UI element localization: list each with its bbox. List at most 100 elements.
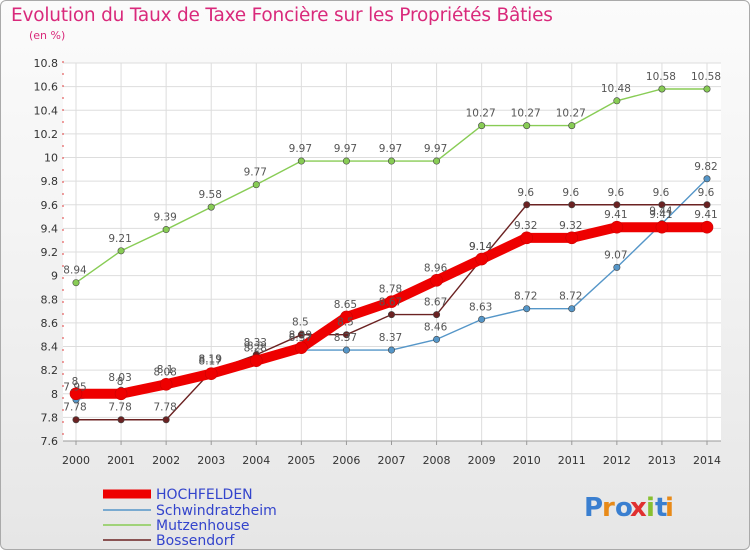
data-label-mutzenhouse: 10.58 [646,71,676,83]
data-point-mutzenhouse [342,157,350,165]
data-point-bossendorf [342,331,350,339]
x-tick-label: 2014 [693,454,721,467]
y-tick-label: 10.6 [34,81,59,94]
data-point-schwindratzheim [568,305,576,313]
x-tick-label: 2008 [423,454,451,467]
data-point-schwindratzheim [613,263,621,271]
data-point-schwindratzheim [433,335,441,343]
x-tick-label: 2010 [513,454,541,467]
logo-letter: o [615,493,633,523]
data-label-schwindratzheim: 8.19 [199,353,222,365]
data-point-hochfelden [295,341,308,354]
y-tick-label: 9.8 [41,175,59,188]
legend-label-hochfelden: HOCHFELDEN [156,487,253,503]
x-tick-label: 2000 [62,454,90,467]
data-label-schwindratzheim: 7.95 [63,382,86,394]
data-label-mutzenhouse: 9.97 [424,143,447,155]
data-label-bossendorf: 8.67 [424,297,447,309]
x-tick-label: 2009 [468,454,496,467]
data-label-schwindratzheim: 8.72 [559,291,582,303]
legend: HOCHFELDENSchwindratzheimMutzenhouseBoss… [103,487,277,549]
data-label-bossendorf: 8.67 [379,297,402,309]
logo-letter: t [655,493,667,523]
y-tick-label: 8.4 [41,341,59,354]
data-label-hochfelden: 8.08 [153,366,176,378]
data-label-mutzenhouse: 10.48 [601,83,631,95]
x-tick-label: 2006 [332,454,360,467]
data-label-hochfelden: 8.78 [379,284,402,296]
data-point-bossendorf [117,416,125,424]
data-point-hochfelden [340,310,353,324]
y-tick-label: 10.4 [34,104,59,117]
data-label-bossendorf: 9.6 [562,187,579,199]
data-label-mutzenhouse: 8.94 [63,265,87,277]
data-point-bossendorf [613,201,621,209]
data-point-hochfelden [159,377,173,391]
data-label-hochfelden: 8.65 [334,299,357,311]
data-point-bossendorf [568,201,576,209]
y-tick-label: 7.6 [41,435,59,448]
data-label-mutzenhouse: 9.39 [153,212,176,224]
data-point-bossendorf [523,201,531,209]
y-tick-label: 9.6 [41,199,59,212]
data-labels: 8 8 8.08 8.17 8.28 8.39 8.65 8.78 8.96 9.14 9.32 9.… [63,71,721,414]
data-point-schwindratzheim [387,346,395,354]
logo-letter: i [646,493,655,523]
data-point-bossendorf [72,416,80,424]
data-label-hochfelden: 9.41 [649,209,672,221]
data-label-schwindratzheim: 8.1 [157,364,174,376]
data-point-mutzenhouse [433,157,441,165]
data-label-bossendorf: 7.78 [153,402,176,414]
data-point-hochfelden [204,367,218,380]
data-label-mutzenhouse: 9.97 [289,143,312,155]
x-tick-label: 2004 [242,454,270,467]
data-label-schwindratzheim: 8.63 [469,301,492,313]
data-point-bossendorf [703,201,711,209]
logo-letter: P [584,493,603,523]
data-label-schwindratzheim: 8.37 [289,332,312,344]
data-label-schwindratzheim: 8.37 [334,332,357,344]
data-label-hochfelden: 8.17 [199,356,222,368]
y-tick-label: 8.6 [41,317,59,330]
data-label-mutzenhouse: 9.21 [108,233,131,245]
data-label-mutzenhouse: 9.97 [379,143,402,155]
chart-title: Evolution du Taux de Taxe Foncière sur l… [11,5,553,26]
y-tick-label: 10.2 [34,128,59,141]
data-label-hochfelden: 8 [72,376,79,388]
data-label-schwindratzheim: 8.37 [379,332,402,344]
data-label-schwindratzheim: 8.03 [108,372,131,384]
legend-label-schwindratzheim: Schwindratzheim [156,503,277,519]
data-point-bossendorf [387,311,395,319]
x-tick-label: 2001 [107,454,135,467]
data-label-schwindratzheim: 9.07 [604,249,627,261]
x-tick-label: 2007 [378,454,406,467]
data-label-schwindratzheim: 8.3 [247,340,264,352]
data-label-mutzenhouse: 9.77 [244,167,267,179]
data-point-mutzenhouse [523,122,531,130]
data-label-schwindratzheim: 8.46 [424,321,448,333]
data-point-hochfelden [430,274,443,287]
data-point-hochfelden [700,220,714,234]
logo-letter: x [630,493,647,523]
y-tick-label: 7.8 [41,411,59,424]
data-label-bossendorf: 8.5 [337,317,354,329]
data-label-bossendorf: 7.78 [63,402,86,414]
y-unit-label: (en %) [29,29,66,42]
axes: 7.6 7.8 8 8.2 8.4 8.6 8.8 9 9.2 9.4 9.6 9.8 10 10.2 10… [34,57,721,467]
logo-letter: r [602,493,615,523]
legend-label-mutzenhouse: Mutzenhouse [156,518,250,534]
data-label-hochfelden: 8 [117,376,124,388]
data-label-bossendorf: 7.78 [108,402,131,414]
data-label-bossendorf: 9.6 [653,187,670,199]
data-point-mutzenhouse [568,122,576,130]
series-layer [69,85,714,424]
data-point-mutzenhouse [613,97,621,105]
x-tick-label: 2013 [648,454,676,467]
data-point-mutzenhouse [162,226,170,234]
data-point-hochfelden [565,231,579,245]
data-point-hochfelden [655,220,669,234]
data-label-bossendorf: 9.14 [469,241,493,253]
data-label-hochfelden: 9.32 [514,220,537,232]
data-point-mutzenhouse [252,181,260,189]
